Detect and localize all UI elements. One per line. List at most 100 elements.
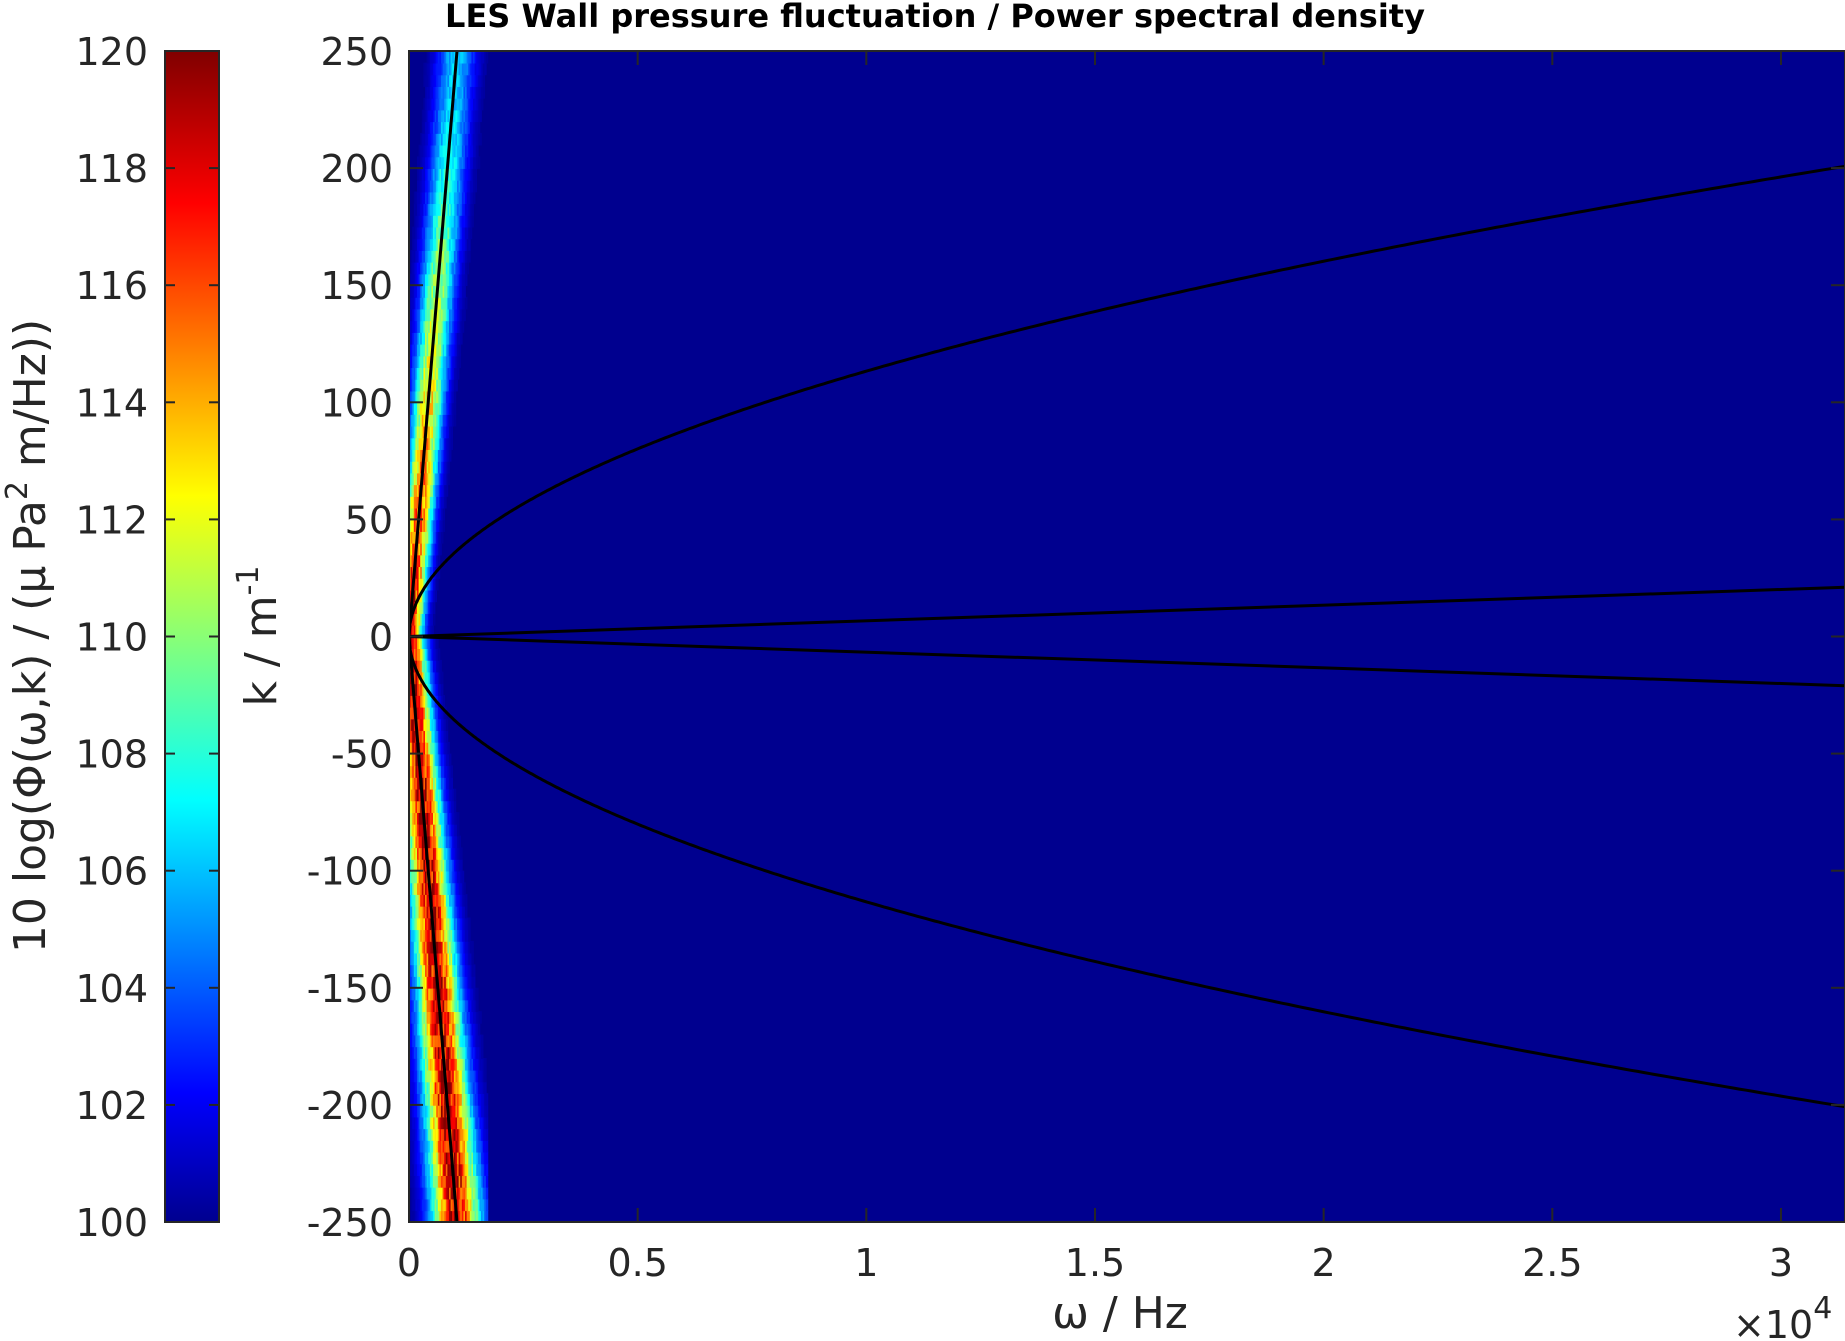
heatmap-cell (465, 273, 468, 286)
heatmap-cell (431, 1034, 434, 1048)
heatmap-cell (417, 683, 420, 696)
heatmap-cell (426, 812, 430, 825)
heatmap-cell (460, 97, 463, 111)
heatmap-cell (434, 367, 438, 380)
heatmap-cell (453, 929, 457, 942)
heatmap-cell (412, 1151, 415, 1165)
heatmap-cell (425, 296, 428, 310)
heatmap-cell (439, 741, 442, 755)
heatmap-cell (439, 1210, 442, 1222)
heatmap-cell (481, 1116, 484, 1130)
heatmap-cell (452, 1198, 455, 1212)
heatmap-cell (444, 367, 447, 380)
heatmap-cell (458, 1175, 462, 1188)
heatmap-cell (437, 203, 441, 216)
heatmap-cell (428, 800, 431, 813)
heatmap-cell (461, 894, 465, 907)
heatmap-cell (428, 613, 431, 626)
heatmap-cell (439, 367, 442, 380)
heatmap-cell (466, 952, 470, 966)
heatmap-cell (423, 894, 426, 907)
heatmap-cell (473, 109, 476, 123)
heatmap-cell (441, 261, 444, 275)
heatmap-cell (431, 402, 434, 415)
heatmap-cell (441, 74, 444, 87)
heatmap-cell (429, 308, 433, 322)
heatmap-cell (433, 1058, 436, 1071)
heatmap-cell (429, 542, 433, 556)
heatmap-cell (441, 823, 444, 837)
heatmap-cell (460, 238, 463, 251)
heatmap-cell (421, 1104, 425, 1118)
heatmap-cell (423, 683, 426, 696)
heatmap-cell (426, 519, 430, 532)
heatmap-cell (425, 1186, 428, 1200)
heatmap-cell (418, 987, 422, 1001)
heatmap-cell (436, 519, 439, 532)
heatmap-cell (469, 121, 473, 134)
heatmap-cell (417, 1128, 420, 1141)
heatmap-cell (421, 1081, 425, 1094)
heatmap-cell (466, 976, 470, 989)
heatmap-cell (450, 765, 454, 778)
heatmap-cell (413, 343, 417, 357)
heatmap-cell (447, 390, 450, 404)
heatmap-cell (468, 1093, 471, 1106)
heatmap-cell (439, 437, 442, 450)
heatmap-cell (421, 402, 425, 415)
heatmap-cell (436, 332, 439, 345)
heatmap-cell (442, 402, 446, 415)
heatmap-cell (441, 952, 444, 966)
heatmap-cell (409, 554, 412, 568)
heatmap-cell (413, 449, 417, 462)
heatmap-cell (423, 285, 426, 298)
heatmap-cell (415, 589, 418, 603)
heatmap-cell (444, 894, 447, 907)
heatmap-cell (461, 203, 465, 216)
heatmap-cell (442, 976, 446, 989)
heatmap-cell (426, 1140, 430, 1153)
heatmap-cell (461, 999, 465, 1013)
heatmap-cell (420, 449, 423, 462)
heatmap-cell (447, 74, 450, 87)
heatmap-cell (429, 554, 433, 568)
heatmap-cell (442, 1116, 446, 1130)
heatmap-cell (453, 1093, 457, 1106)
heatmap-cell (433, 238, 436, 251)
heatmap-cell (442, 999, 446, 1013)
heatmap-cell (439, 1128, 442, 1141)
heatmap-cell (477, 86, 481, 99)
heatmap-cell (444, 156, 447, 169)
heatmap-cell (434, 671, 438, 685)
heatmap-cell (413, 214, 417, 228)
heatmap-cell (444, 285, 447, 298)
heatmap-cell (412, 730, 415, 743)
heatmap-cell (445, 1022, 449, 1036)
heatmap-cell (417, 613, 420, 626)
heatmap-cell (423, 156, 426, 169)
heatmap-cell (458, 214, 462, 228)
heatmap-cell (453, 847, 457, 860)
heatmap-cell (457, 191, 460, 205)
heatmap-cell (425, 507, 428, 521)
heatmap-cell (418, 577, 422, 591)
heatmap-cell (436, 1116, 439, 1130)
heatmap-cell (441, 425, 444, 439)
heatmap-cell (437, 1140, 441, 1153)
heatmap-cell (458, 858, 462, 872)
heatmap-cell (425, 460, 428, 474)
heatmap-cell (418, 1210, 422, 1222)
heatmap-cell (423, 1081, 426, 1094)
heatmap-cell (428, 121, 431, 134)
heatmap-cell (457, 1175, 460, 1188)
heatmap-cell (428, 648, 431, 661)
heatmap-cell (468, 74, 471, 87)
heatmap-cell (421, 636, 425, 650)
heatmap-cell (465, 179, 468, 193)
heatmap-cell (457, 285, 460, 298)
heatmap-cell (439, 777, 442, 790)
heatmap-cell (421, 730, 425, 743)
heatmap-cell (418, 1198, 422, 1212)
heatmap-cell (449, 765, 452, 778)
heatmap-cell (461, 1116, 465, 1130)
